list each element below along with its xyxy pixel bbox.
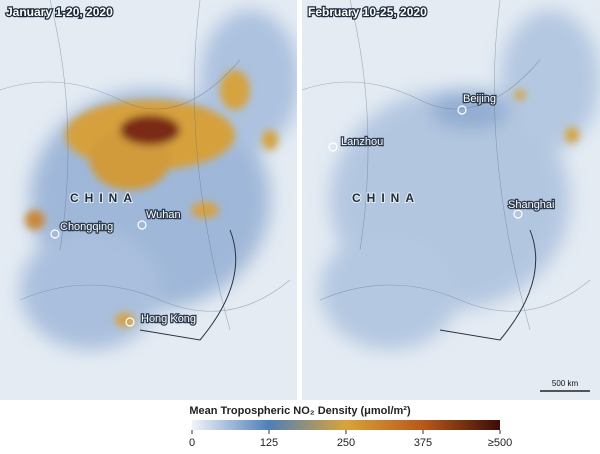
- tick-label: ≥500: [488, 437, 512, 449]
- city-label: Beijing: [463, 93, 496, 105]
- right-map: [302, 0, 600, 400]
- city-label: Hong Kong: [141, 313, 196, 325]
- legend-title: Mean Tropospheric NO₂ Density (μmol/m²): [189, 405, 411, 417]
- color-bar: [192, 420, 500, 430]
- city-label: Lanzhou: [341, 136, 383, 148]
- tick-label: 375: [414, 437, 432, 449]
- country-label: CHINA: [70, 191, 138, 205]
- scale-bar-label: 500 km: [552, 379, 579, 388]
- city-label: Chongqing: [60, 221, 113, 233]
- country-label: CHINA: [352, 191, 420, 205]
- tick-label: 125: [260, 437, 278, 449]
- panel-title: February 10-25, 2020: [308, 5, 427, 19]
- city-label: Shanghai: [508, 199, 555, 211]
- tick-label: 0: [189, 437, 195, 449]
- panel-title: January 1-20, 2020: [6, 5, 113, 19]
- city-label: Wuhan: [146, 209, 181, 221]
- tick-label: 250: [337, 437, 355, 449]
- left-map: [0, 0, 297, 400]
